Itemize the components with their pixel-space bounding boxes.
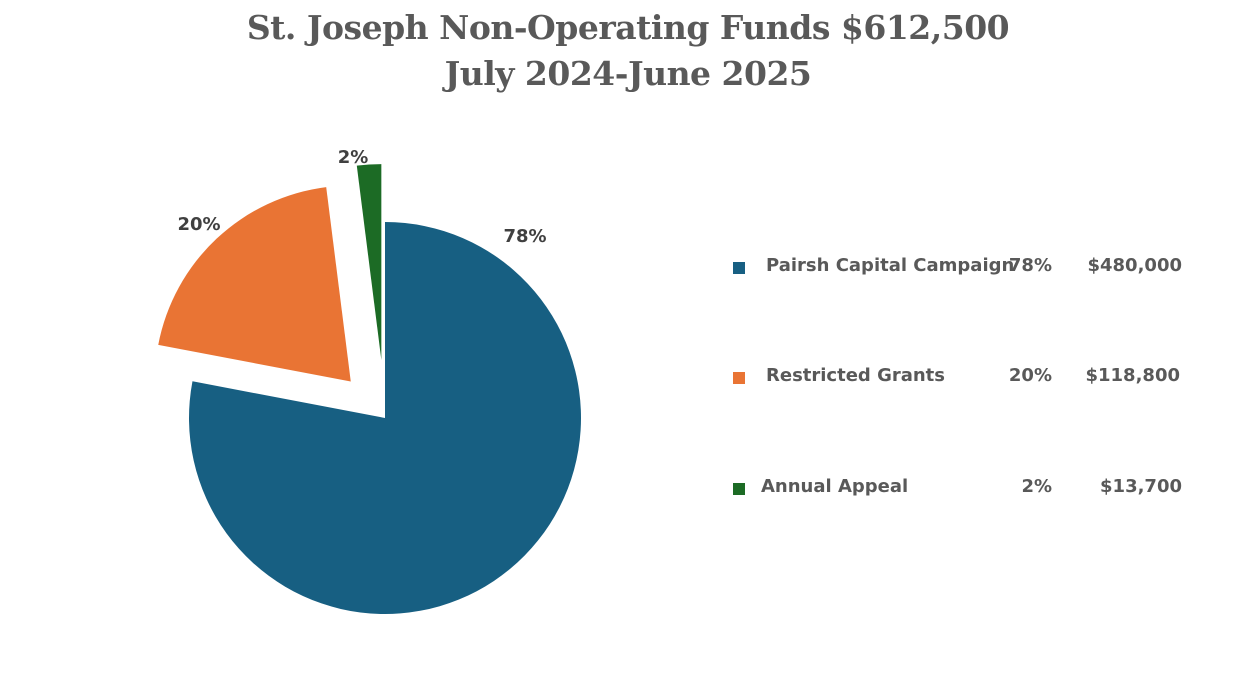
data-label: 20% [177,214,220,235]
pie-chart: 78% 20% 2% [158,147,582,614]
legend-percent: 2% [1021,476,1052,497]
chart-title: St. Joseph Non-Operating Funds $612,500 [246,8,1010,47]
legend-item: Annual Appeal 2% $13,700 [730,476,1200,502]
legend-label: Restricted Grants [766,365,945,386]
legend-amount: $118,800 [1085,365,1180,386]
chart-subtitle: July 2024-June 2025 [444,54,812,93]
legend-swatch [733,372,745,384]
legend-label: Annual Appeal [761,476,909,497]
legend-percent: 78% [1008,255,1052,276]
pie-slice-restricted-grants [158,187,351,382]
legend-item: Restricted Grants 20% $118,800 [730,365,1200,391]
legend-amount: $13,700 [1100,476,1182,497]
legend-amount: $480,000 [1087,255,1182,276]
legend-swatch [733,483,745,495]
pie-slice-pairsh-capital-campaign [189,222,582,614]
legend-item: Pairsh Capital Campaign 78% $480,000 [730,255,1200,281]
legend-label: Pairsh Capital Campaign [766,255,1015,276]
legend-percent: 20% [1008,365,1052,386]
data-label: 78% [503,226,546,247]
legend-swatch [733,262,745,274]
data-label: 2% [338,147,369,168]
pie-slice-annual-appeal [356,164,382,361]
